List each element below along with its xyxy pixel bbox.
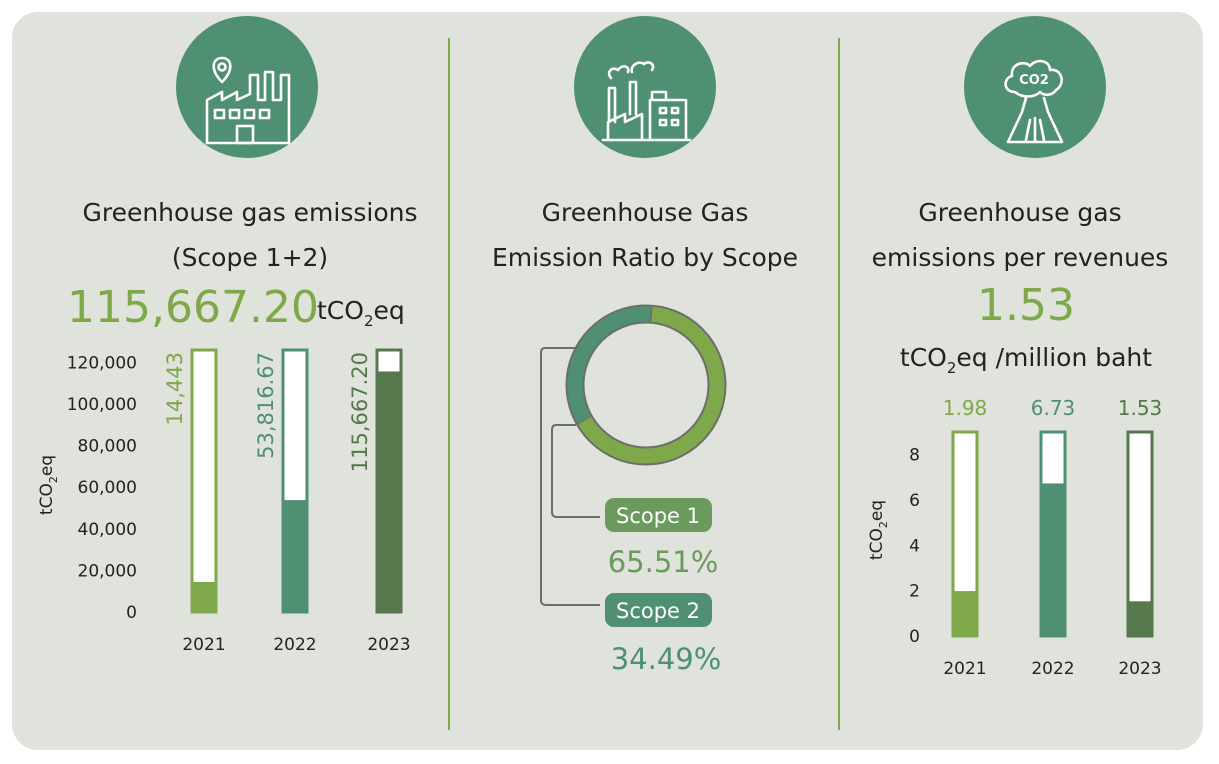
panel-emissions-per-revenue: CO2 Greenhouse gas emissions per revenue…	[867, 16, 1168, 679]
donut-inner-ring	[582, 321, 710, 449]
bar-value-label: 1.53	[1118, 396, 1163, 420]
legend-label: Scope 1	[616, 504, 700, 528]
scope-donut-chart	[565, 304, 727, 466]
donut-outer-ring	[565, 304, 727, 466]
panel-title-line: Greenhouse gas emissions	[82, 198, 417, 227]
bar	[1126, 601, 1154, 638]
bar-frame	[190, 348, 218, 614]
y-tick-label: 40,000	[78, 520, 137, 540]
bar-value-label: 1.98	[943, 396, 988, 420]
y-tick-label: 60,000	[78, 478, 137, 498]
leader-line-scope1	[551, 424, 600, 518]
y-axis-label: tCO2eq	[867, 500, 890, 560]
panel-scope-ratio: Greenhouse Gas Emission Ratio by Scope S…	[492, 16, 798, 676]
y-tick-label: 8	[909, 446, 920, 466]
factory-location-icon	[176, 16, 318, 158]
bar	[1039, 483, 1067, 638]
bar-value-label: 14,443	[163, 352, 187, 425]
unit-label: tCO2eq	[317, 296, 405, 330]
co2-volcano-icon: CO2	[964, 16, 1106, 158]
bar-value-label: 115,667.20	[348, 352, 372, 472]
y-tick-label: 120,000	[67, 353, 137, 373]
donut-slice	[566, 305, 652, 425]
y-tick-label: 80,000	[78, 437, 137, 457]
panel-title-line: (Scope 1+2)	[172, 243, 328, 272]
y-axis-label: tCO2eq	[37, 455, 60, 515]
y-tick-label: 0	[126, 603, 137, 623]
panel-title-line: emissions per revenues	[872, 243, 1169, 272]
x-tick-label: 2022	[273, 635, 316, 655]
legend-scope2: Scope 2 34.49%	[605, 593, 721, 676]
intensity-bar-chart: 0 2 4 6 8 tCO2eq 2021 1.98 2022 6.73 2023 1.53	[867, 396, 1162, 679]
x-tick-label: 2021	[943, 659, 986, 679]
y-tick-label: 4	[909, 536, 920, 556]
svg-text:CO2: CO2	[1019, 73, 1049, 88]
x-tick-label: 2023	[367, 635, 410, 655]
legend-label: Scope 2	[616, 599, 700, 623]
y-tick-label: 20,000	[78, 561, 137, 581]
bar-value-label: 6.73	[1031, 396, 1076, 420]
unit-label: tCO2eq /million baht	[900, 343, 1152, 377]
leader-line-scope2	[540, 347, 600, 606]
panel-title-line: Greenhouse gas	[918, 198, 1121, 227]
scope2-percent: 34.49%	[611, 642, 722, 676]
y-tick-label: 0	[909, 627, 920, 647]
x-tick-label: 2022	[1031, 659, 1074, 679]
bar	[190, 581, 218, 614]
panel-emissions: Greenhouse gas emissions (Scope 1+2) 115…	[37, 16, 418, 655]
x-tick-label: 2021	[182, 635, 225, 655]
legend-scope1: Scope 1 65.51%	[605, 498, 718, 579]
scope1-percent: 65.51%	[608, 545, 719, 579]
bar	[951, 591, 979, 638]
panel-title-line: Emission Ratio by Scope	[492, 243, 798, 272]
bar	[281, 500, 309, 614]
slice-separator	[649, 305, 653, 323]
total-emissions-value: 115,667.20	[67, 282, 319, 333]
donut-slice	[577, 305, 726, 465]
emissions-bar-chart: 0 20,000 40,000 60,000 80,000 100,000 120,000 t…	[37, 348, 411, 655]
panel-title-line: Greenhouse Gas	[542, 198, 749, 227]
bar	[375, 371, 403, 614]
y-tick-label: 6	[909, 491, 920, 511]
y-tick-label: 2	[909, 582, 920, 602]
intensity-value: 1.53	[977, 280, 1075, 331]
industrial-plant-icon	[574, 16, 716, 158]
x-tick-label: 2023	[1118, 659, 1161, 679]
bar-value-label: 53,816.67	[254, 352, 278, 459]
y-tick-label: 100,000	[67, 395, 137, 415]
